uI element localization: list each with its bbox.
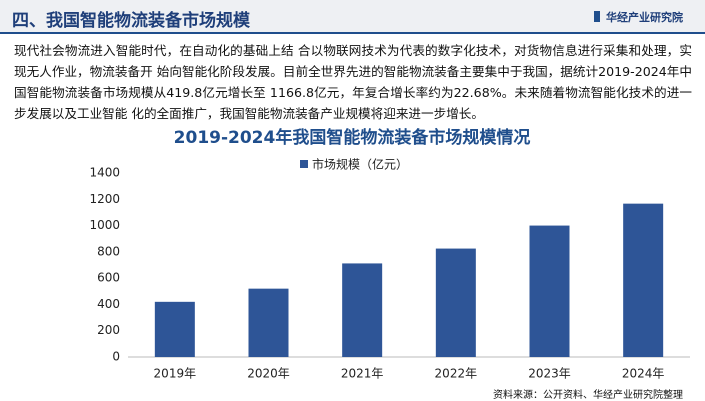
bar (529, 225, 570, 357)
source: 资料来源：公开资料、华经产业研究院整理 (493, 390, 683, 401)
logo: 华经产业研究院 (594, 9, 683, 25)
bar (248, 288, 289, 357)
bar (623, 203, 664, 357)
header-title: 四、我国智能物流装备市场规模 (12, 11, 250, 31)
y-tick-label: 1000 (89, 218, 120, 232)
legend-swatch (300, 160, 308, 168)
x-tick-label: 2020年 (247, 367, 290, 381)
x-tick-label: 2022年 (435, 367, 478, 381)
paragraph: 现代社会物流进入智能时代，在自动化的基础上结 合以物联网技术为代表的数字化技术，… (14, 43, 692, 121)
x-tick-label: 2023年 (528, 367, 571, 381)
x-tick-label: 2019年 (154, 367, 197, 381)
bar (342, 263, 383, 357)
chart-title: 2019-2024年我国智能物流装备市场规模情况 (174, 127, 531, 148)
y-tick-label: 800 (97, 244, 120, 258)
bar (435, 248, 476, 357)
bar (154, 301, 195, 357)
y-tick-label: 0 (112, 350, 120, 364)
y-tick-label: 1200 (89, 192, 120, 206)
y-tick-label: 1400 (89, 166, 120, 180)
y-tick-label: 400 (97, 297, 120, 311)
y-tick-label: 600 (97, 271, 120, 285)
header: 四、我国智能物流装备市场规模 华经产业研究院 (0, 0, 705, 34)
x-tick-label: 2021年 (341, 367, 384, 381)
chart: 2019-2024年我国智能物流装备市场规模情况 市场规模（亿元） 0 200 400… (89, 127, 690, 381)
y-tick-label: 200 (97, 323, 120, 337)
x-tick-label: 2024年 (622, 367, 665, 381)
legend-label: 市场规模（亿元） (312, 157, 408, 172)
